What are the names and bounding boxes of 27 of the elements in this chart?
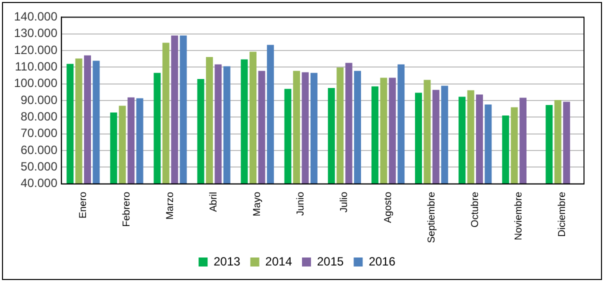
y-tick-label: 110.000: [14, 60, 58, 74]
x-tick-label: Diciembre: [556, 191, 568, 237]
y-tick-label: 40.000: [20, 176, 58, 190]
y-tick-label: 130.000: [14, 26, 58, 40]
x-tick-label: Enero: [78, 191, 89, 219]
x-tick-label: Agosto: [382, 191, 394, 224]
x-tick-label: Noviembre: [513, 191, 524, 240]
x-tick-label: Junio: [296, 191, 307, 216]
y-tick-label: 120.000: [14, 42, 58, 57]
y-tick-label: 80.000: [20, 110, 58, 124]
legend-label: 2015: [317, 254, 344, 268]
y-tick-label: 70.000: [20, 126, 58, 140]
legend-label: 2014: [265, 254, 292, 268]
x-tick-label: Septiembre: [426, 191, 438, 244]
x-tick-label: Octubre: [470, 191, 481, 228]
x-tick-label: Julio: [339, 191, 350, 212]
x-tick-label: Febrero: [121, 191, 132, 227]
x-tick-label: Mayo: [252, 191, 264, 216]
y-tick-label: 100.000: [14, 76, 58, 90]
legend-label: 2016: [368, 254, 396, 268]
y-tick-label: 60.000: [20, 142, 58, 157]
x-tick-label: Abril: [208, 192, 220, 212]
y-tick-label: 140.000: [14, 10, 58, 24]
y-tick-label: 50.000: [20, 160, 58, 174]
legend-label: 2013: [214, 254, 241, 268]
x-tick-label: Marzo: [165, 191, 176, 220]
y-tick-label: 90.000: [20, 92, 58, 107]
